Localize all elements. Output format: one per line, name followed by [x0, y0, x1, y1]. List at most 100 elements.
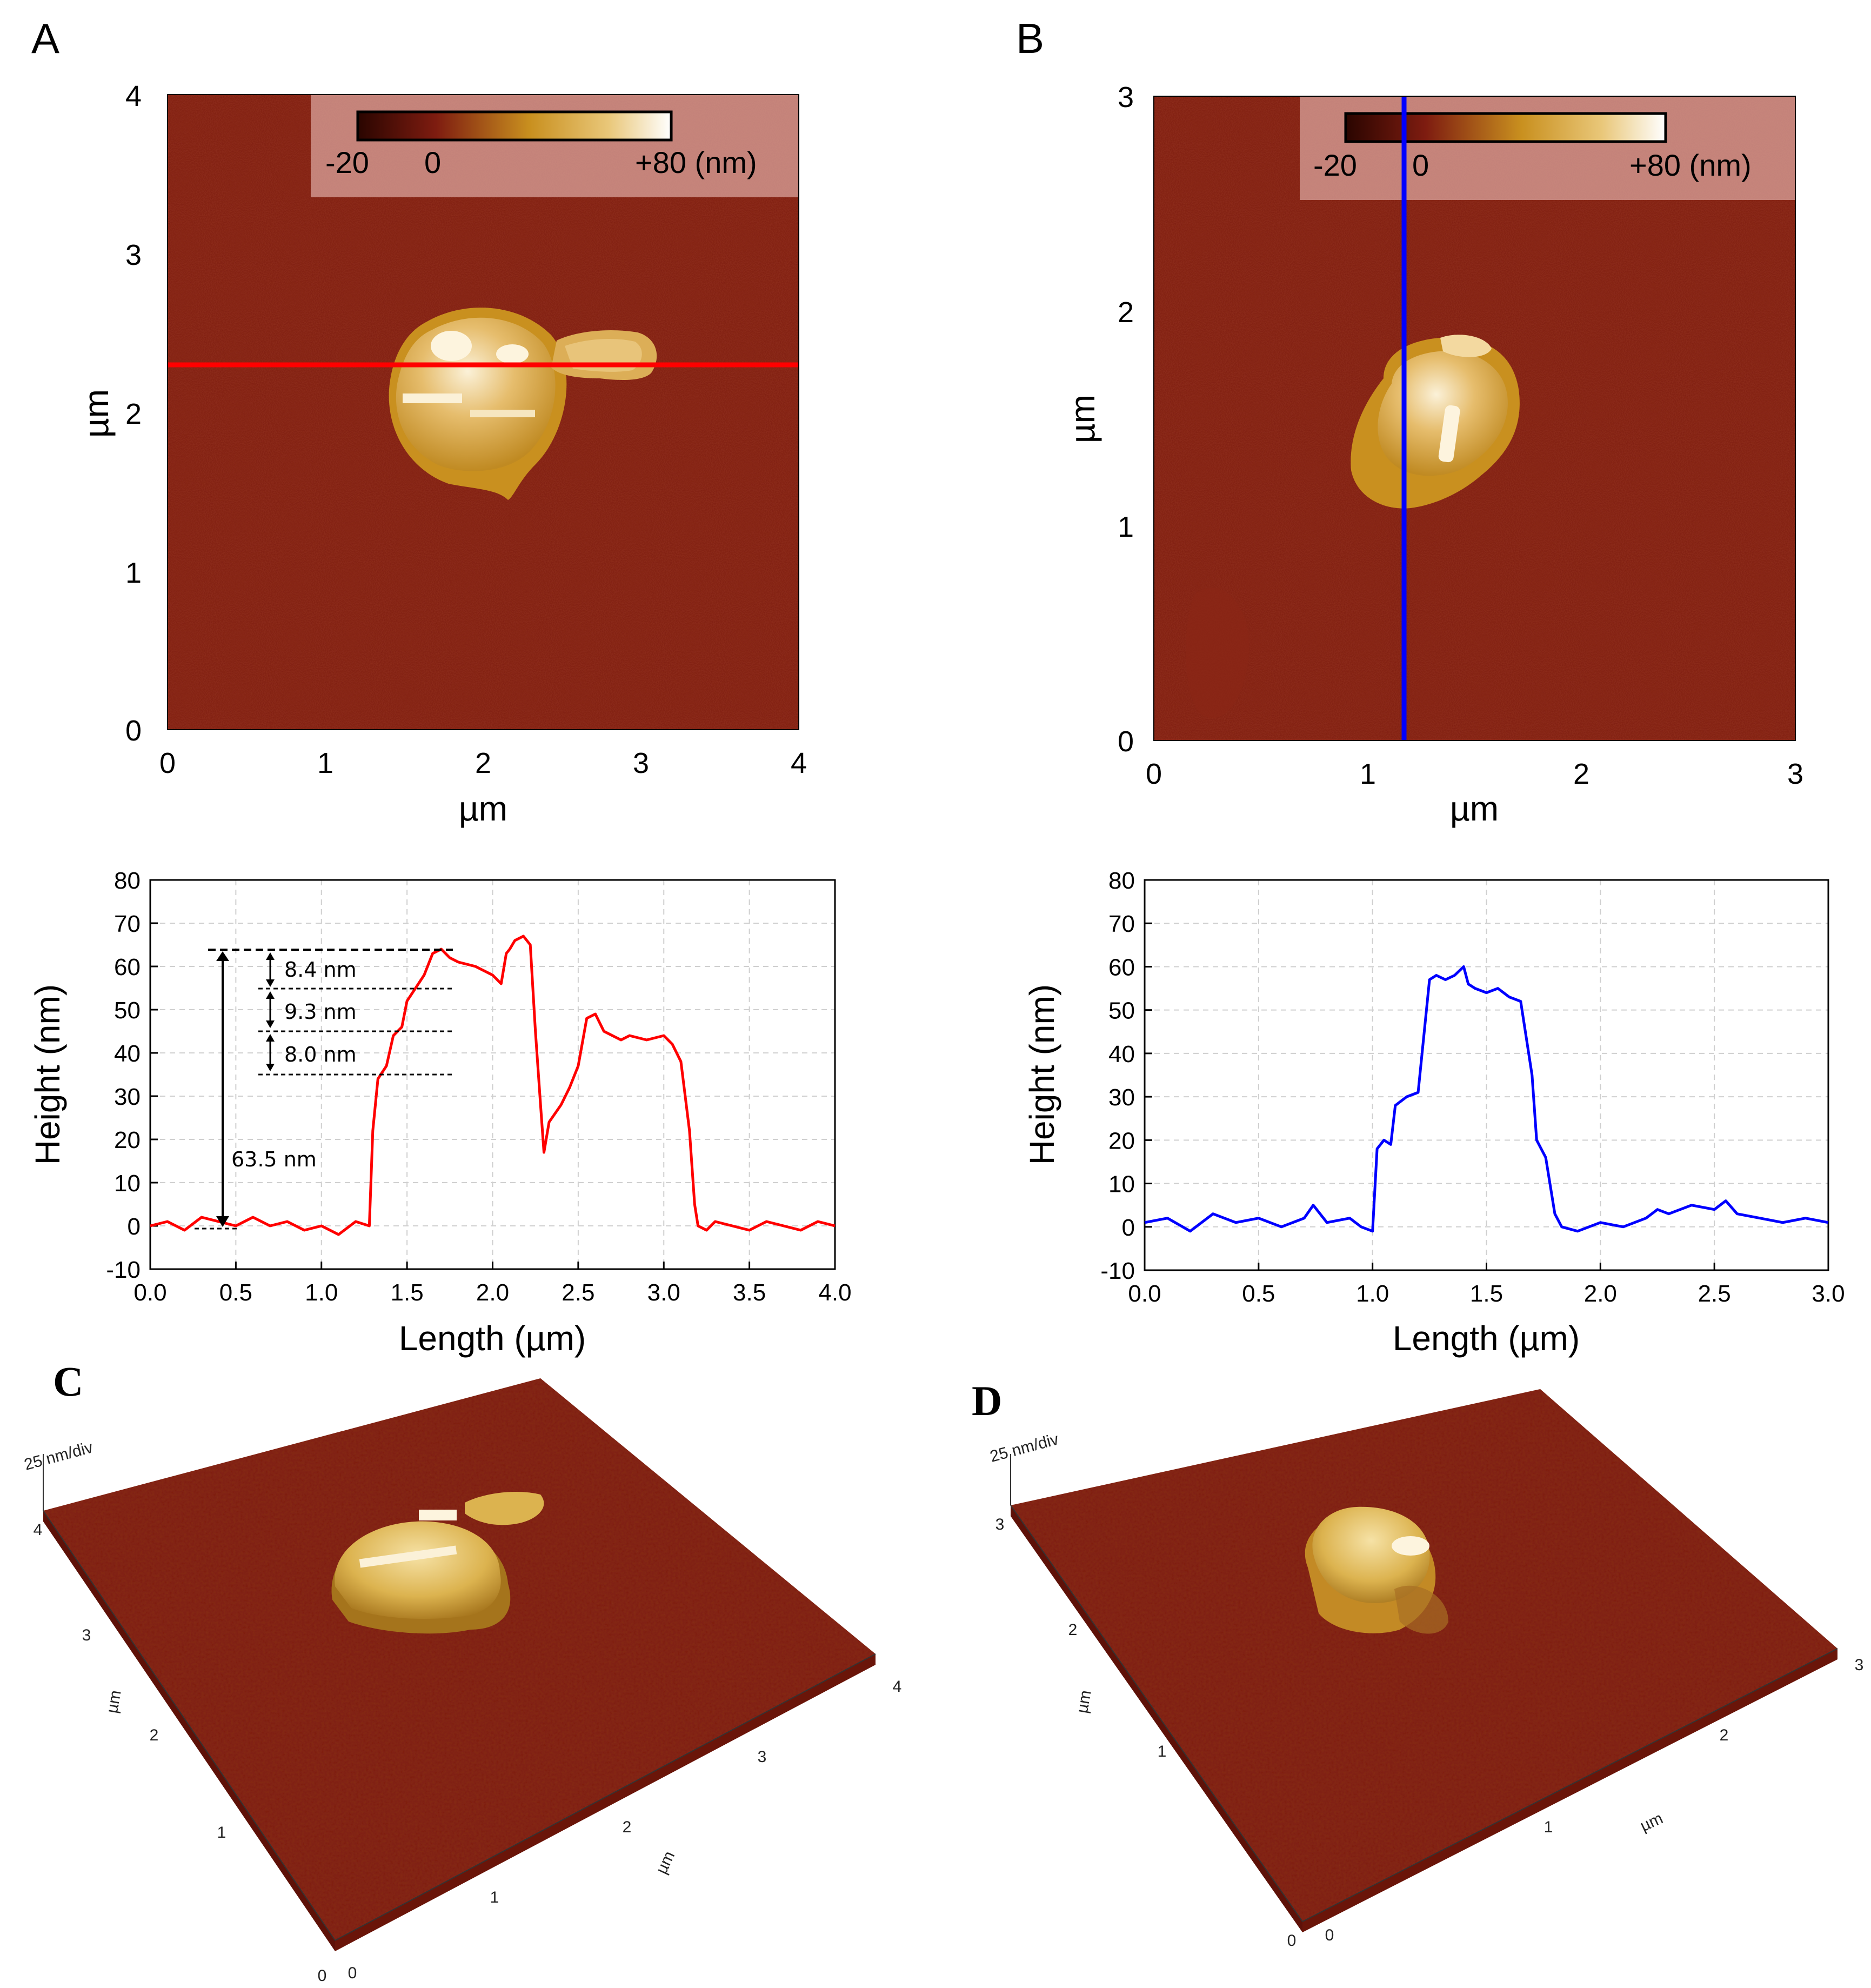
colorbar-a-zero: 0 — [424, 145, 441, 179]
panel-label-b: B — [1016, 15, 1044, 62]
profile-b-series-line — [1144, 965, 1829, 1233]
surface-d-edge-left — [1011, 1505, 1302, 1932]
particle-d — [1305, 1506, 1448, 1634]
surface-d-texture — [1011, 1389, 1837, 1922]
colorbar-b-zero: 0 — [1412, 148, 1429, 182]
particle-a-peak-2 — [496, 344, 529, 364]
xtick-c: 3 — [758, 1748, 767, 1766]
xtick-d: 1 — [1544, 1818, 1553, 1836]
axis-d-x — [1302, 1648, 1838, 1922]
ytick-b: 0 — [1118, 725, 1134, 758]
ytick-label: -10 — [106, 1257, 141, 1283]
afm-image-a: -20 0 +80 (nm) — [168, 95, 799, 730]
ytick-d: 2 — [1068, 1621, 1078, 1639]
colorbar-b — [1344, 112, 1667, 143]
profile-a-series-line — [150, 935, 836, 1236]
ytick-label: 0 — [1122, 1215, 1135, 1241]
profile-a-x-title: Length (µm) — [399, 1319, 586, 1358]
arrowhead — [216, 1216, 229, 1227]
annotation-label: 9.3 nm — [284, 1000, 357, 1024]
panel-label-c: C — [53, 1358, 83, 1405]
particle-c-lobe — [465, 1492, 544, 1525]
x-axis-title-a: µm — [459, 789, 507, 828]
x-axis-title-d: µm — [1638, 1810, 1666, 1836]
ytick-d: 1 — [1158, 1743, 1167, 1760]
afm-image-b: -20 0 +80 (nm) — [1154, 96, 1795, 741]
xtick-a: 1 — [317, 747, 333, 779]
z-scale-c: 25 nm/div — [22, 1438, 95, 1474]
ytick-label: 30 — [1108, 1084, 1135, 1111]
y-axis-title-c: µm — [103, 1689, 125, 1715]
xtick-a: 2 — [475, 747, 491, 779]
axis-d-y — [1010, 1505, 1303, 1922]
ytick-c: 2 — [150, 1726, 159, 1744]
annotation-label: 8.0 nm — [284, 1043, 357, 1066]
xtick-label: 2.5 — [1698, 1280, 1731, 1307]
ytick-label: 40 — [1108, 1041, 1135, 1068]
ytick-d: 0 — [1287, 1932, 1297, 1950]
afm3d-d: 25 nm/div 0 1 2 3 µm 0 1 2 3 µm — [988, 1389, 1863, 1950]
xtick-b: 0 — [1146, 758, 1162, 790]
ytick-label: 70 — [114, 911, 141, 937]
xtick-b: 3 — [1787, 758, 1803, 790]
ytick-a: 1 — [125, 557, 142, 589]
particle-c-peak — [419, 1510, 457, 1520]
ytick-c: 0 — [318, 1967, 327, 1985]
ytick-a: 4 — [125, 80, 142, 112]
ytick-label: 80 — [1108, 868, 1135, 894]
ytick-label: 80 — [114, 868, 141, 894]
surface-c-texture — [43, 1378, 876, 1940]
ytick-b: 1 — [1118, 511, 1134, 543]
profile-chart-b: -10 0 10 20 30 40 50 60 70 80 0.0 0.5 1.0 1.5 2.0 2.5 3.… — [1023, 868, 1845, 1358]
profile-a-annotations: 8.4 nm 9.3 nm 8.0 nm 63.5 nm — [195, 949, 453, 1230]
ytick-a: 2 — [125, 398, 142, 430]
xtick-c: 1 — [490, 1889, 499, 1906]
axes-b: 0 1 2 3 0 1 2 3 µm µm — [1063, 81, 1803, 828]
colorbar-b-max: +80 (nm) — [1629, 148, 1752, 182]
particle-b-cap — [1440, 335, 1492, 357]
ytick-label: 0 — [128, 1213, 141, 1240]
xtick-b: 1 — [1360, 758, 1376, 790]
colorbar-a-min: -20 — [325, 145, 369, 179]
particle-b-peak — [1438, 405, 1460, 463]
annotation-label: 8.4 nm — [284, 958, 357, 982]
ytick-label: 10 — [1108, 1171, 1135, 1198]
particle-a-peak — [431, 331, 472, 361]
y-axis-title-b: µm — [1063, 395, 1102, 443]
xtick-label: 0.0 — [133, 1279, 166, 1306]
ytick-c: 1 — [217, 1824, 226, 1842]
surface-c-edge-right — [335, 1654, 876, 1951]
xtick-a: 3 — [633, 747, 649, 779]
ytick-label: 30 — [114, 1084, 141, 1110]
xtick-label: 3.0 — [1812, 1280, 1845, 1307]
arrowhead — [266, 1064, 275, 1071]
ytick-label: 50 — [114, 997, 141, 1024]
particle-d-shoulder — [1394, 1585, 1448, 1634]
xtick-label: 3.5 — [733, 1279, 766, 1306]
xtick-c: 2 — [623, 1818, 632, 1836]
arrowhead — [266, 1034, 275, 1042]
particle-b — [1351, 335, 1520, 509]
ytick-label: 10 — [114, 1170, 141, 1197]
xtick-label: 0.0 — [1128, 1280, 1161, 1307]
ytick-label: 60 — [1108, 954, 1135, 980]
xtick-d: 2 — [1720, 1726, 1729, 1744]
xtick-label: 2.0 — [476, 1279, 509, 1306]
xtick-label: 1.5 — [391, 1279, 424, 1306]
y-axis-title-d: µm — [1073, 1689, 1095, 1715]
panel-label-a: A — [31, 15, 59, 62]
xtick-a: 0 — [159, 747, 176, 779]
particle-d-top — [1312, 1506, 1430, 1603]
particle-b-core — [1378, 351, 1508, 476]
frame-a — [167, 94, 799, 730]
arrowhead — [216, 951, 229, 961]
panel-label-d: D — [972, 1377, 1002, 1424]
ytick-b: 3 — [1118, 81, 1134, 114]
annotation-label: 63.5 nm — [231, 1148, 317, 1171]
xtick-label: 2.5 — [562, 1279, 594, 1306]
profile-a-ticks: -10 0 10 20 30 40 50 60 70 80 0.0 0.5 1.0 1.5 2.0 2.5 3.… — [106, 868, 851, 1306]
xtick-a: 4 — [791, 747, 807, 779]
xtick-c: 4 — [893, 1678, 902, 1696]
colorbar-a-max: +80 (nm) — [635, 145, 757, 179]
colorbar-b-min: -20 — [1313, 148, 1357, 182]
